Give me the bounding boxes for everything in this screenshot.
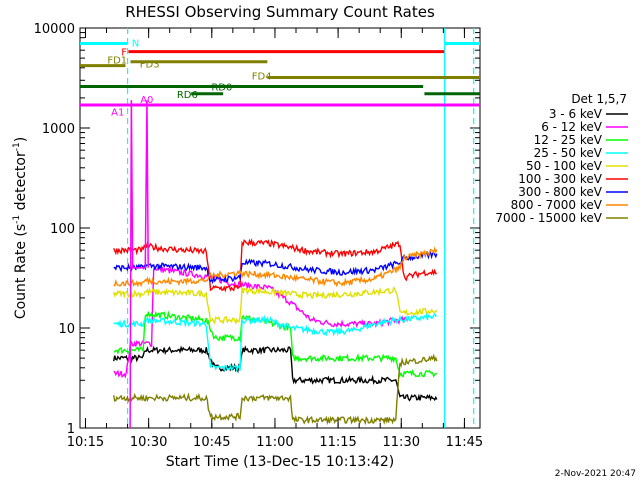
- flag-label: FD4: [252, 71, 272, 82]
- series-line: [113, 265, 408, 379]
- series-line: [113, 310, 438, 378]
- legend-label: 100 - 300 keV: [518, 172, 602, 186]
- legend-label: 300 - 800 keV: [518, 185, 602, 199]
- x-tick-label: 11:00: [256, 435, 293, 450]
- flag-label: FD3: [140, 60, 160, 71]
- legend-title: Det 1,5,7: [571, 92, 627, 106]
- legend-label: 800 - 7000 keV: [511, 198, 603, 212]
- flag-label: RD0: [211, 83, 232, 94]
- legend-label: 6 - 12 keV: [541, 120, 603, 134]
- y-tick-label: 10: [58, 322, 75, 337]
- series-line: [113, 345, 438, 402]
- flag-label: F: [121, 48, 127, 59]
- legend-label: 7000 - 15000 keV: [495, 211, 602, 225]
- x-tick-label: 11:30: [383, 435, 420, 450]
- legend-label: 12 - 25 keV: [534, 133, 603, 147]
- flag-label: N: [132, 38, 139, 49]
- flag-label: A0: [140, 95, 153, 106]
- y-tick-label: 10000: [34, 22, 75, 37]
- x-tick-label: 10:30: [130, 435, 167, 450]
- footer-date: 2-Nov-2021 20:47: [555, 469, 636, 479]
- x-tick-label: 11:45: [446, 435, 483, 450]
- series-line: [113, 250, 438, 285]
- series-line: [113, 238, 437, 293]
- x-tick-label: 10:15: [67, 435, 104, 450]
- series-line: [113, 246, 438, 288]
- flag-label: RD6: [177, 90, 198, 101]
- series-line: [113, 312, 437, 373]
- y-tick-label: 1000: [42, 122, 75, 137]
- series-line: [113, 353, 438, 426]
- legend-label: 3 - 6 keV: [549, 107, 603, 121]
- legend-label: 50 - 100 keV: [526, 159, 603, 173]
- chart-title: RHESSI Observing Summary Count Rates: [125, 3, 435, 21]
- x-axis-label: Start Time (13-Dec-15 10:13:42): [166, 454, 394, 470]
- y-tick-label: 1: [67, 422, 75, 437]
- x-tick-label: 11:15: [319, 435, 356, 450]
- y-axis-label: Count Rate (s-1 detector-1): [12, 137, 29, 319]
- legend-label: 25 - 50 keV: [534, 146, 603, 160]
- attenuator-spike: [129, 100, 149, 429]
- y-tick-label: 100: [50, 222, 75, 237]
- flag-label: A1: [111, 107, 124, 118]
- plot-area: 1 10 100 1000 10000 10:15 10:30 10:45 11:00 11:15…: [34, 22, 484, 450]
- x-tick-label: 10:45: [193, 435, 230, 450]
- flag-label: FD1: [107, 56, 127, 67]
- series-line: [113, 285, 438, 325]
